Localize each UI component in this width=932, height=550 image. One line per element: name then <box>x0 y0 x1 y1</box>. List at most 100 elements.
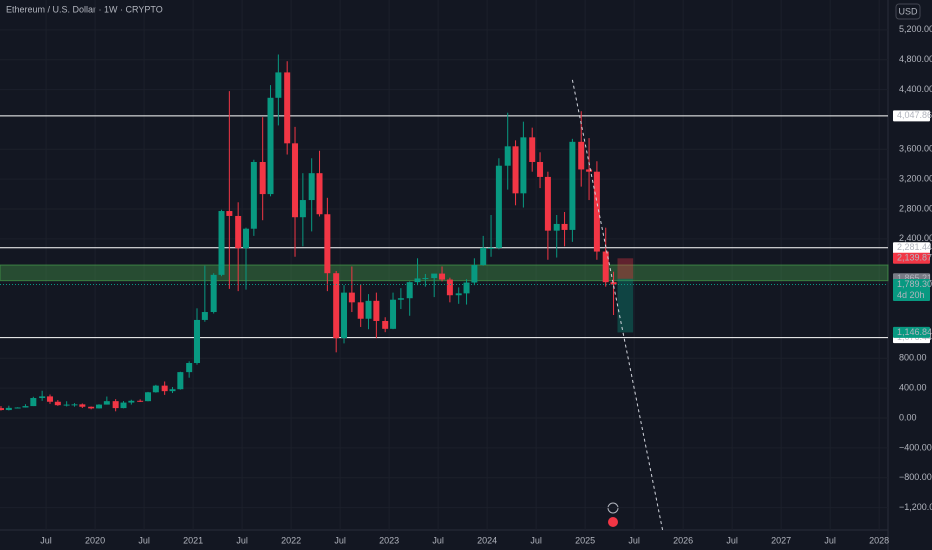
y-tick-label: 4,400.00 <box>899 84 932 94</box>
x-tick-label: Jul <box>334 535 346 545</box>
candle-body <box>152 385 159 393</box>
x-tick-label: Jul <box>824 535 836 545</box>
y-tick-label: 3,200.00 <box>899 174 932 184</box>
price-countdown: 4d 20h <box>897 290 925 300</box>
candle-body <box>471 265 478 283</box>
price-label-box <box>893 242 930 254</box>
candle-body <box>71 404 78 406</box>
y-tick-label: −1,200.00 <box>899 502 932 512</box>
x-tick-label: 2021 <box>183 535 203 545</box>
candle-body <box>14 407 21 409</box>
candle-body <box>275 72 282 98</box>
candle-body <box>480 247 487 265</box>
candle-body <box>267 97 274 195</box>
candles <box>0 54 617 412</box>
candle-body <box>455 293 462 296</box>
candle-body <box>578 141 585 170</box>
candle-body <box>88 406 95 409</box>
candle-body <box>103 401 110 405</box>
candle-body <box>422 278 429 280</box>
y-tick-label: 5,200.00 <box>899 24 932 34</box>
currency-button[interactable] <box>895 3 921 20</box>
candle-body <box>553 223 560 231</box>
candle-body <box>569 141 576 230</box>
price-label: 1,789.30 <box>897 279 932 289</box>
x-tick-label: Jul <box>726 535 738 545</box>
x-tick-label: 2025 <box>575 535 595 545</box>
candle-body <box>30 398 37 407</box>
x-tick-label: Jul <box>432 535 444 545</box>
price-label: 1,146.84 <box>897 327 932 337</box>
candle-body <box>561 223 568 230</box>
candle-body <box>299 200 306 218</box>
candle-body <box>137 400 144 402</box>
candle-body <box>250 161 257 229</box>
currency-label[interactable]: USD <box>898 6 918 16</box>
candle-body <box>390 299 397 329</box>
y-tick-label: 800.00 <box>899 353 927 363</box>
candle-body <box>602 251 609 283</box>
candle-body <box>439 273 446 280</box>
candle-body <box>284 72 291 144</box>
candle-body <box>161 385 168 392</box>
position-target-zone <box>617 278 634 333</box>
candle-body <box>235 215 242 249</box>
candle-body <box>488 247 495 249</box>
event-icon[interactable] <box>608 517 618 527</box>
candle-body <box>544 176 551 231</box>
price-label: 2,281.44 <box>897 242 932 252</box>
x-tick-label: 2023 <box>379 535 399 545</box>
candle-body <box>537 161 544 177</box>
candle-body <box>520 137 527 194</box>
x-tick-label: 2028 <box>869 535 889 545</box>
candle-body <box>95 404 102 409</box>
candle-body <box>210 274 217 313</box>
candle-body <box>308 173 315 201</box>
candle-body <box>39 396 46 399</box>
x-tick-label: 2022 <box>281 535 301 545</box>
price-label: 4,047.86 <box>897 110 932 120</box>
y-tick-label: −800.00 <box>899 472 932 482</box>
candle-body <box>610 282 617 285</box>
candle-body <box>382 320 389 329</box>
candle-body <box>112 401 119 409</box>
y-tick-label: 2,800.00 <box>899 203 932 213</box>
candle-body <box>22 406 29 408</box>
candle-body <box>324 214 331 274</box>
price-label: 1,865.21 <box>897 273 932 283</box>
candle-body <box>341 292 348 339</box>
candle-body <box>593 171 600 252</box>
candle-body <box>495 165 502 248</box>
candle-body <box>446 279 453 296</box>
x-tick-label: 2024 <box>477 535 497 545</box>
candle-body <box>292 143 299 218</box>
candle-body <box>431 273 438 279</box>
y-tick-label: −400.00 <box>899 442 932 452</box>
candle-body <box>348 292 355 303</box>
candle-body <box>512 146 519 194</box>
y-tick-label: 3,600.00 <box>899 144 932 154</box>
candle-body <box>177 372 184 390</box>
x-tick-label: Jul <box>530 535 542 545</box>
price-label-box <box>893 326 930 338</box>
candle-body <box>169 389 176 392</box>
price-label: 2,139.87 <box>897 253 932 263</box>
candle-body <box>194 319 201 364</box>
candle-body <box>63 404 70 406</box>
candle-body <box>259 161 266 195</box>
y-tick-label: 0.00 <box>899 412 917 422</box>
price-label-box <box>893 278 930 301</box>
candle-body <box>333 273 340 339</box>
x-tick-label: Jul <box>628 535 640 545</box>
candle-body <box>529 137 536 162</box>
y-tick-label: 2,400.00 <box>899 233 932 243</box>
x-tick-label: Jul <box>40 535 52 545</box>
candle-body <box>463 282 470 294</box>
y-tick-label: 4,800.00 <box>899 54 932 64</box>
x-tick-label: 2026 <box>673 535 693 545</box>
candle-body <box>128 400 135 403</box>
price-label-box <box>893 252 930 264</box>
candle-body <box>218 211 225 275</box>
candle-body <box>586 169 593 172</box>
